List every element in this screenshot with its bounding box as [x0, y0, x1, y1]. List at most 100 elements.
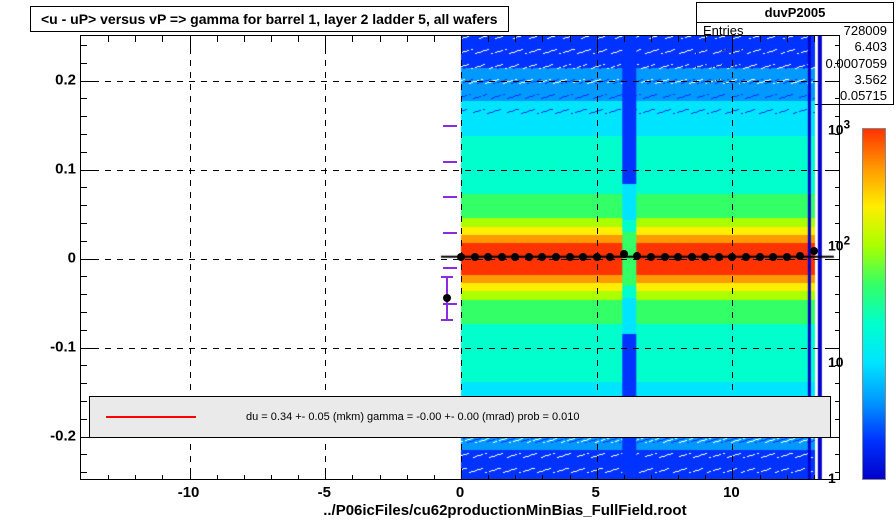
data-marker — [566, 253, 574, 261]
error-bar — [443, 161, 457, 163]
tick-mark — [217, 475, 218, 480]
tick-mark — [81, 348, 93, 349]
colorbar-tick-label: 1 — [828, 470, 836, 486]
tick-mark — [461, 469, 462, 480]
tick-mark — [570, 36, 571, 42]
tick-mark — [814, 36, 815, 42]
tick-mark — [829, 81, 840, 82]
stats-value: 0.05715 — [840, 88, 887, 104]
data-marker — [484, 253, 492, 261]
tick-mark — [81, 134, 87, 135]
fit-legend-box: du = 0.34 +- 0.05 (mkm) gamma = -0.00 +-… — [89, 396, 831, 439]
data-marker — [701, 253, 709, 261]
error-bar — [443, 232, 457, 234]
data-marker — [728, 253, 736, 261]
tick-mark — [829, 259, 840, 260]
tick-mark — [81, 312, 87, 313]
tick-mark — [515, 36, 516, 42]
x-axis-tick-label: 0 — [456, 484, 464, 501]
plot-area: du = 0.34 +- 0.05 (mkm) gamma = -0.00 +-… — [80, 35, 840, 480]
tick-mark — [81, 223, 87, 224]
tick-mark — [108, 36, 109, 42]
data-marker — [674, 253, 682, 261]
data-marker — [769, 253, 777, 261]
tick-mark — [81, 187, 87, 188]
error-bar — [443, 303, 457, 305]
tick-mark — [81, 472, 87, 473]
tick-mark — [162, 475, 163, 480]
data-marker — [457, 253, 465, 261]
data-marker — [633, 252, 641, 260]
tick-mark — [570, 475, 571, 480]
tick-mark — [651, 475, 652, 480]
stats-value: 728009 — [844, 23, 887, 39]
tick-mark — [760, 475, 761, 480]
error-bar — [443, 125, 457, 127]
data-marker — [810, 247, 818, 255]
tick-mark — [81, 63, 87, 64]
tick-mark — [835, 401, 840, 402]
data-marker — [661, 253, 669, 261]
tick-mark — [81, 241, 87, 242]
stats-value: 6.403 — [854, 39, 887, 55]
tick-mark — [678, 36, 679, 42]
tick-mark — [81, 98, 87, 99]
tick-mark — [81, 437, 93, 438]
colorbar-tick-label: 102 — [828, 235, 850, 254]
source-file-label: ../P06icFiles/cu62productionMinBias_Full… — [323, 502, 686, 519]
data-marker — [756, 253, 764, 261]
data-marker — [593, 253, 601, 261]
tick-mark — [835, 223, 840, 224]
tick-mark — [325, 469, 326, 480]
data-marker — [783, 253, 791, 261]
tick-mark — [835, 419, 840, 420]
data-marker — [688, 253, 696, 261]
tick-mark — [135, 36, 136, 42]
tick-mark — [352, 36, 353, 42]
tick-mark — [835, 383, 840, 384]
chart-title: <u - uP> versus vP => gamma for barrel 1… — [30, 6, 509, 32]
tick-mark — [298, 475, 299, 480]
y-axis-tick-label: 0.1 — [0, 160, 76, 177]
data-marker — [715, 253, 723, 261]
data-marker — [579, 253, 587, 261]
tick-mark — [678, 475, 679, 480]
error-bar — [441, 276, 453, 278]
y-axis-tick-label: -0.1 — [0, 338, 76, 355]
tick-mark — [81, 205, 87, 206]
tick-mark — [705, 475, 706, 480]
tick-mark — [835, 63, 840, 64]
tick-mark — [271, 475, 272, 480]
error-bar — [443, 196, 457, 198]
x-axis-tick-label: 10 — [723, 484, 740, 501]
tick-mark — [732, 36, 733, 48]
tick-mark — [81, 81, 93, 82]
tick-mark — [829, 437, 840, 438]
stats-value: 3.562 — [854, 72, 887, 88]
tick-mark — [298, 36, 299, 42]
data-marker — [511, 253, 519, 261]
tick-mark — [81, 365, 87, 366]
tick-mark — [624, 36, 625, 42]
tick-mark — [407, 36, 408, 42]
fit-line-swatch — [106, 416, 196, 418]
tick-mark — [81, 116, 87, 117]
tick-mark — [135, 475, 136, 480]
tick-mark — [380, 36, 381, 42]
y-axis-tick-label: -0.2 — [0, 427, 76, 444]
y-axis-tick-label: 0 — [0, 249, 76, 266]
tick-mark — [352, 475, 353, 480]
data-marker — [443, 294, 451, 302]
tick-mark — [434, 475, 435, 480]
tick-mark — [760, 36, 761, 42]
tick-mark — [624, 475, 625, 480]
data-marker — [647, 253, 655, 261]
tick-mark — [488, 475, 489, 480]
tick-mark — [108, 475, 109, 480]
tick-mark — [434, 36, 435, 42]
tick-mark — [835, 330, 840, 331]
colorbar-tick-label: 10 — [828, 354, 844, 370]
tick-mark — [190, 469, 191, 480]
tick-mark — [325, 36, 326, 48]
tick-mark — [81, 294, 87, 295]
